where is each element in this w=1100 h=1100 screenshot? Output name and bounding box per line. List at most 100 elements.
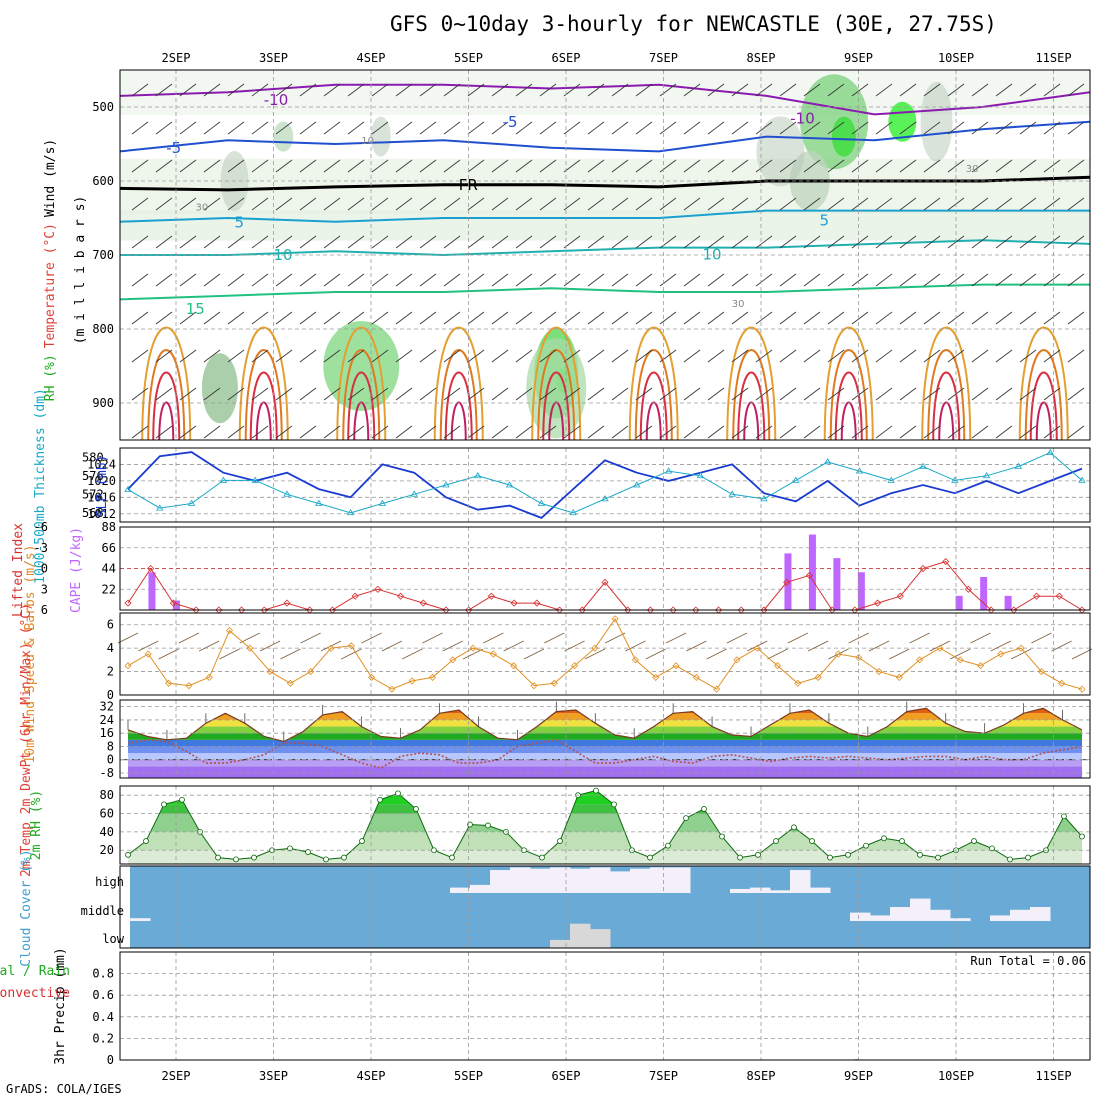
wind-barb xyxy=(803,83,821,97)
wind-barb xyxy=(1043,83,1061,97)
wind-barb xyxy=(1019,311,1037,325)
wind-speed-point xyxy=(672,662,680,670)
precip-total-label: Total / Rain xyxy=(0,964,70,979)
wind-barb xyxy=(515,159,533,173)
warm-loop xyxy=(743,401,760,440)
wind-barb xyxy=(179,387,197,401)
y-tick-temp-24: 24 xyxy=(100,713,114,727)
wind-barb xyxy=(971,235,989,249)
wind-barb xyxy=(875,159,893,173)
wind-speed-point xyxy=(875,668,883,676)
thickness-point xyxy=(728,490,736,497)
surface-wind-barb xyxy=(1051,640,1072,652)
surface-wind-barb xyxy=(462,648,484,660)
wind-barb xyxy=(203,159,221,173)
wind-speed-point xyxy=(205,673,213,681)
isotherm--5 xyxy=(120,120,1090,153)
wind-barb xyxy=(683,159,701,173)
x-label-bottom-6SEP: 6SEP xyxy=(552,1069,581,1083)
warm-loop xyxy=(537,349,576,440)
wind-barb xyxy=(539,273,557,287)
wind-barb xyxy=(539,311,557,325)
wind-speed-point xyxy=(631,656,640,664)
warm-loop xyxy=(342,349,381,440)
wind-barb xyxy=(491,349,509,363)
wind-barb xyxy=(683,197,701,211)
lifted-index-point xyxy=(419,599,427,607)
cloud-high-bar xyxy=(570,868,591,893)
wind-barb xyxy=(851,425,869,439)
wind-barb xyxy=(731,159,749,173)
wind-barb xyxy=(827,273,845,287)
wind-barb xyxy=(563,83,581,97)
thickness-point xyxy=(664,467,673,474)
rh-layer xyxy=(125,787,1085,864)
wind-barb xyxy=(659,159,677,173)
wind-barb xyxy=(251,121,269,135)
wind-barb xyxy=(395,349,413,363)
rh-cell-1 xyxy=(323,321,400,411)
y-tick-pressure-900: 900 xyxy=(92,396,114,410)
y-tick-rh-60: 60 xyxy=(100,807,114,821)
wind-barb xyxy=(203,197,221,211)
wind-barb xyxy=(899,387,917,401)
wind-barb xyxy=(683,349,701,363)
surface-wind-barb xyxy=(645,648,666,660)
wind-barb xyxy=(755,235,773,249)
wind-barb xyxy=(947,349,965,363)
wind-barb xyxy=(851,273,869,287)
wind-barb xyxy=(419,197,437,211)
surface-wind-barb xyxy=(665,632,687,644)
wind-barb xyxy=(947,83,965,97)
wind-barb xyxy=(755,83,773,97)
thickness-point xyxy=(1014,462,1023,469)
x-label-top-9SEP: 9SEP xyxy=(844,51,873,65)
wind-speed-point xyxy=(713,685,721,693)
y-label-wind: 10m Wind Speed & Barbs (m/s) xyxy=(23,544,38,763)
surface-wind-barb xyxy=(1031,632,1052,644)
surface-wind-barb xyxy=(909,632,930,644)
wind-barb xyxy=(683,273,701,287)
wind-barb xyxy=(323,425,341,439)
warm-loop xyxy=(737,371,766,440)
wind-speed-point xyxy=(449,656,457,664)
wind-barb xyxy=(779,159,797,173)
wind-barb xyxy=(659,387,677,401)
wind-barb xyxy=(467,235,485,249)
lifted-index-point xyxy=(147,564,155,573)
y-tick-cape-44: 44 xyxy=(102,562,116,576)
wind-barb xyxy=(515,387,533,401)
wind-barb xyxy=(899,311,917,325)
wind-barb xyxy=(707,235,725,249)
rh-band xyxy=(128,804,1082,814)
wind-barb xyxy=(203,311,221,325)
warm-loop xyxy=(823,326,874,440)
wind-barb xyxy=(875,197,893,211)
surface-wind-barb xyxy=(950,648,971,660)
cape-bar xyxy=(808,534,816,610)
wind-barb xyxy=(131,273,149,287)
panel-frame xyxy=(119,447,1091,523)
rh-point xyxy=(395,790,401,797)
wind-barb xyxy=(395,273,413,287)
warm-loop xyxy=(255,401,272,440)
wind-barb xyxy=(779,349,797,363)
wind-barb xyxy=(707,121,725,135)
surface-wind-barb xyxy=(523,648,545,660)
run-total-label: Run Total = 0.06 xyxy=(970,954,1086,968)
wind-barb xyxy=(491,235,509,249)
surface-wind-barb xyxy=(199,640,220,652)
x-label-top-3SEP: 3SEP xyxy=(259,51,288,65)
cape-bar xyxy=(857,572,865,610)
thickness-point xyxy=(1046,448,1054,456)
warm-loop xyxy=(1018,326,1069,440)
wind-speed-point xyxy=(1058,679,1066,687)
cloud-high-bar xyxy=(470,884,491,893)
thickness-point xyxy=(283,490,291,497)
rh-point xyxy=(683,815,689,822)
wind-barb xyxy=(683,235,701,249)
wind-barb xyxy=(419,235,437,249)
contour-label--10: -10 xyxy=(790,109,815,127)
wind-barb xyxy=(995,235,1013,249)
